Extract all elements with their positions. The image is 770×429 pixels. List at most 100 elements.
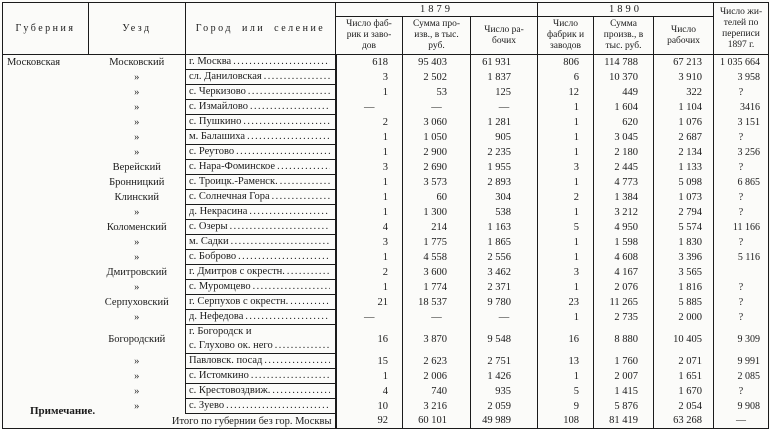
cell-uezd: Богородский [108, 333, 166, 345]
cell-w1879: 1 163 [470, 219, 539, 235]
cell-w1879: 905 [470, 129, 539, 145]
cell-settlement: с. Черкизово [185, 84, 337, 100]
cell-gubernia [3, 100, 89, 115]
column-header-factories-1890: Число фабрик и заводов [537, 16, 595, 55]
cell-uezd: Бронницкий [109, 176, 165, 188]
cell-f1879: 1 [335, 129, 403, 145]
cell-settlement: м. Балашиха [185, 129, 337, 145]
column-header-population-1897: Число жи- телей по переписи 1897 г. [713, 2, 770, 55]
cell-p1879: 60 [402, 189, 471, 205]
cell-uezd: » [134, 281, 140, 293]
cell-p1890: 2 445 [593, 159, 655, 175]
cell-settlement: с. Солнечная Гора [185, 189, 337, 205]
cell-f1890: 1 [537, 129, 595, 145]
cell-w1890: 1 133 [653, 159, 715, 175]
cell-p1890: 1 760 [593, 353, 655, 369]
cell-p1879: 1 300 [402, 204, 471, 220]
cell-f1890: 1 [537, 204, 595, 220]
cell-p1890: 114 788 [593, 54, 655, 70]
settlement-name: с. Озеры [189, 221, 228, 232]
cell-f1890: 1 [537, 309, 595, 325]
dot-leader [264, 70, 330, 84]
cell-uezd: Коломенский [106, 221, 167, 233]
cell-w1890: 1 830 [653, 234, 715, 250]
cell-p1879: 3 600 [402, 264, 471, 280]
cell-uezd: » [134, 86, 140, 98]
cell-f1879: 1 [335, 204, 403, 220]
footnote-clipped-text: Примечание. [30, 405, 96, 417]
column-group-1879: 1879 [334, 2, 539, 17]
cell-p1879: 2 623 [402, 353, 471, 369]
cell-f1879: 3 [335, 69, 403, 85]
cell-population-1897: 3 256 [737, 146, 761, 158]
cell-gubernia [3, 145, 89, 160]
cell-f1890: 12 [537, 84, 595, 100]
cell-f1890: 13 [537, 353, 595, 369]
cell-settlement: с. Пушкино [185, 114, 337, 130]
cell-p1890: 2 076 [593, 279, 655, 295]
cell-f1890: 1 [537, 114, 595, 130]
cell-f1890: 1 [537, 279, 595, 295]
cell-p1890: 2 735 [593, 309, 655, 325]
dot-leader [245, 310, 329, 324]
cell-population-1897: 1 035 664 [720, 56, 761, 68]
dot-leader [250, 100, 330, 114]
settlement-name: с. Истомкино [189, 370, 249, 381]
dot-leader [253, 280, 330, 294]
cell-p1879: 2 006 [402, 368, 471, 384]
cell-population-1897: ? [738, 161, 744, 173]
cell-w1890: 5 574 [653, 219, 715, 235]
cell-f1879: 1 [335, 84, 403, 100]
table-header: Губерния Уезд Город или селение 1879 189… [2, 2, 770, 55]
cell-w1890: 2 687 [653, 129, 715, 145]
cell-population-1897: 3 151 [737, 116, 761, 128]
settlement-name: с. Троицк.-Раменск. [189, 176, 278, 187]
cell-f1879: 1 [335, 189, 403, 205]
cell-w1879: 2 893 [470, 174, 539, 190]
dot-leader [290, 295, 329, 309]
cell-f1879: 16 [335, 324, 403, 354]
cell-w1879: 2 371 [470, 279, 539, 295]
cell-f1890: 3 [537, 264, 595, 280]
cell-p1879: 2 690 [402, 159, 471, 175]
cell-f1879: 1 [335, 368, 403, 384]
cell-w1890: 322 [653, 84, 715, 100]
cell-p1879: 1 775 [402, 234, 471, 250]
cell-p1879: 740 [402, 383, 471, 399]
cell-population-1897: 3416 [740, 101, 761, 113]
cell-w1879: 1 955 [470, 159, 539, 175]
cell-settlement: с. Боброво [185, 249, 337, 265]
dot-leader [231, 235, 330, 249]
cell-w1890: 10 405 [653, 324, 715, 354]
cell-w1890: 2 071 [653, 353, 715, 369]
cell-uezd: » [134, 385, 140, 397]
settlement-name: с. Пушкино [189, 116, 242, 127]
column-header-production-1879: Сумма про- изв., в тыс. руб. [402, 16, 471, 55]
dot-leader [287, 265, 330, 279]
settlement-name: с. Муромцево [189, 281, 251, 292]
settlement-name: с. Измайлово [189, 101, 248, 112]
cell-w1890: 5 098 [653, 174, 715, 190]
cell-gubernia [3, 160, 89, 175]
dot-leader [230, 220, 330, 234]
cell-settlement: д. Нефедова [185, 309, 337, 325]
cell-f1890: 1 [537, 174, 595, 190]
cell-f1890: 3 [537, 159, 595, 175]
cell-settlement: с. Нара-Фоминское [185, 159, 337, 175]
cell-gubernia [3, 354, 89, 369]
settlement-name: с. Крестовоздвиж. [189, 385, 271, 396]
cell-f1890: 5 [537, 383, 595, 399]
cell-f1879: 1 [335, 279, 403, 295]
cell-w1890: 2 000 [653, 309, 715, 325]
